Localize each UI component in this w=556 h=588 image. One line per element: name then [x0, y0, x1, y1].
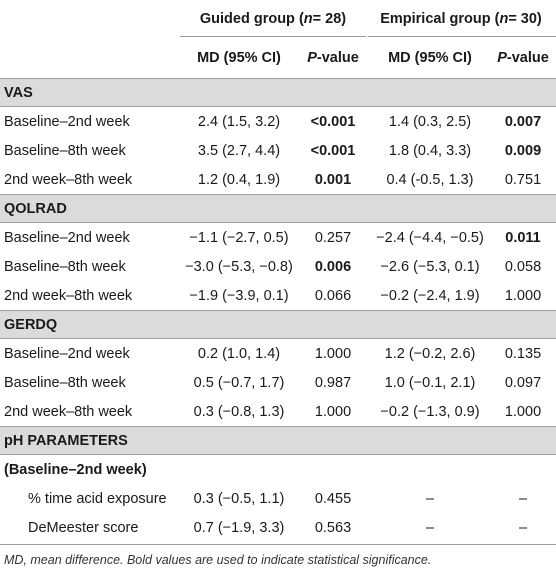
empirical-p-value: 0.751 — [504, 171, 542, 188]
row-label: Baseline–2nd week — [4, 229, 130, 246]
guided-p-value: 0.001 — [314, 171, 352, 188]
guided-md-value: 0.3 (−0.5, 1.1) — [193, 490, 285, 507]
row-label: Baseline–8th week — [4, 374, 126, 391]
section-title: QOLRAD — [4, 200, 67, 217]
guided-md-value: −1.1 (−2.7, 0.5) — [189, 229, 289, 246]
guided-md-value: 2.4 (1.5, 3.2) — [197, 113, 281, 130]
section-header-row: VAS — [0, 78, 556, 107]
guided-md-value: 0.5 (−0.7, 1.7) — [193, 374, 285, 391]
empirical-md-value: 1.4 (0.3, 2.5) — [388, 113, 472, 130]
guided-group-header: Guided group (n = 28) — [199, 10, 347, 27]
empirical-md-value: 1.8 (0.4, 3.3) — [388, 142, 472, 159]
section-header-row: QOLRAD — [0, 194, 556, 223]
empirical-md-value: −0.2 (−1.3, 0.9) — [380, 403, 480, 420]
empirical-p-value: 0.009 — [504, 142, 542, 159]
empirical-md-value: −2.6 (−5.3, 0.1) — [380, 258, 480, 275]
guided-p-value: 1.000 — [314, 403, 352, 420]
table-row: Baseline–8th week 3.5 (2.7, 4.4) <0.001 1.8… — [0, 136, 556, 165]
group-header-row: Guided group (n = 28) Empirical group (n… — [0, 0, 556, 37]
table-row: Baseline–8th week 0.5 (−0.7, 1.7) 0.987 1.0… — [0, 368, 556, 397]
guided-p-value: 0.066 — [314, 287, 352, 304]
table-row: 2nd week–8th week 1.2 (0.4, 1.9) 0.001 0.4 … — [0, 165, 556, 194]
empirical-md-value: 0.4 (-0.5, 1.3) — [386, 171, 474, 188]
column-header-row: MD (95% CI) P -value MD (95% CI) P -value — [0, 37, 556, 78]
empirical-p-value: 0.058 — [504, 258, 542, 275]
section-title: GERDQ — [4, 316, 58, 333]
row-label: Baseline–8th week — [4, 142, 126, 159]
empirical-p-header: P -value — [497, 49, 549, 66]
table-row: Baseline–2nd week 0.2 (1.0, 1.4) 1.000 1.2 … — [0, 339, 556, 368]
guided-p-value: <0.001 — [310, 142, 356, 159]
empirical-md-value: – — [425, 519, 435, 536]
empirical-md-header: MD (95% CI) — [388, 49, 472, 66]
row-label: Baseline–8th week — [4, 258, 126, 275]
table-row: % time acid exposure 0.3 (−0.5, 1.1) 0.455… — [0, 484, 556, 513]
row-label: 2nd week–8th week — [4, 171, 133, 188]
guided-md-value: 1.2 (0.4, 1.9) — [197, 171, 281, 188]
guided-md-value: 0.2 (1.0, 1.4) — [197, 345, 281, 362]
table-row: Baseline–2nd week 2.4 (1.5, 3.2) <0.001 1.4… — [0, 107, 556, 136]
guided-p-value: 0.987 — [314, 374, 352, 391]
empirical-p-value: 0.135 — [504, 345, 542, 362]
row-label: 2nd week–8th week — [4, 287, 133, 304]
row-label: Baseline–2nd week — [4, 113, 130, 130]
results-table: Guided group (n = 28) Empirical group (n… — [0, 0, 556, 567]
table-row: DeMeester score 0.7 (−1.9, 3.3) 0.563 – – — [0, 513, 556, 542]
empirical-p-value: – — [518, 490, 528, 507]
section-title: pH PARAMETERS — [4, 432, 128, 449]
guided-p-header: P -value — [307, 49, 359, 66]
empirical-p-value: 0.097 — [504, 374, 542, 391]
row-label: 2nd week–8th week — [4, 403, 133, 420]
empirical-md-value: −2.4 (−4.4, −0.5) — [376, 229, 484, 246]
guided-p-value: 1.000 — [314, 345, 352, 362]
section-header-row: GERDQ — [0, 310, 556, 339]
table-row: Baseline–2nd week −1.1 (−2.7, 0.5) 0.257 −2… — [0, 223, 556, 252]
empirical-p-value: – — [518, 519, 528, 536]
guided-md-value: 0.3 (−0.8, 1.3) — [193, 403, 285, 420]
section-header-row: pH PARAMETERS — [0, 426, 556, 455]
empirical-md-value: – — [425, 490, 435, 507]
row-label: % time acid exposure — [28, 490, 167, 507]
guided-md-value: −1.9 (−3.9, 0.1) — [189, 287, 289, 304]
section-subheading-row: (Baseline–2nd week) — [0, 455, 556, 484]
guided-p-value: 0.563 — [314, 519, 352, 536]
guided-p-value: 0.455 — [314, 490, 352, 507]
table-footnote: MD, mean difference. Bold values are use… — [4, 553, 432, 567]
guided-md-value: 0.7 (−1.9, 3.3) — [193, 519, 285, 536]
section-title: VAS — [4, 84, 33, 101]
guided-p-value: <0.001 — [310, 113, 356, 130]
empirical-md-value: −0.2 (−2.4, 1.9) — [380, 287, 480, 304]
guided-p-value: 0.006 — [314, 258, 352, 275]
guided-p-value: 0.257 — [314, 229, 352, 246]
table-body: VAS Baseline–2nd week 2.4 (1.5, 3.2) <0.001… — [0, 78, 556, 542]
empirical-md-value: 1.2 (−0.2, 2.6) — [384, 345, 476, 362]
empirical-group-header: Empirical group (n = 30) — [380, 10, 542, 27]
guided-md-header: MD (95% CI) — [197, 49, 281, 66]
empirical-p-value: 0.007 — [504, 113, 542, 130]
table-bottom-rule — [0, 544, 556, 545]
empirical-p-value: 0.011 — [505, 229, 541, 246]
guided-group-rule — [180, 36, 366, 37]
section-subheading: (Baseline–2nd week) — [4, 461, 147, 478]
guided-md-value: 3.5 (2.7, 4.4) — [197, 142, 281, 159]
empirical-p-value: 1.000 — [504, 403, 542, 420]
empirical-md-value: 1.0 (−0.1, 2.1) — [384, 374, 476, 391]
row-label: DeMeester score — [28, 519, 139, 536]
row-label: Baseline–2nd week — [4, 345, 130, 362]
empirical-p-value: 1.000 — [504, 287, 542, 304]
empirical-group-rule — [368, 36, 556, 37]
table-row: 2nd week–8th week −1.9 (−3.9, 0.1) 0.066 −0… — [0, 281, 556, 310]
guided-md-value: −3.0 (−5.3, −0.8) — [185, 258, 293, 275]
table-row: 2nd week–8th week 0.3 (−0.8, 1.3) 1.000 −0.… — [0, 397, 556, 426]
table-row: Baseline–8th week −3.0 (−5.3, −0.8) 0.006 −… — [0, 252, 556, 281]
